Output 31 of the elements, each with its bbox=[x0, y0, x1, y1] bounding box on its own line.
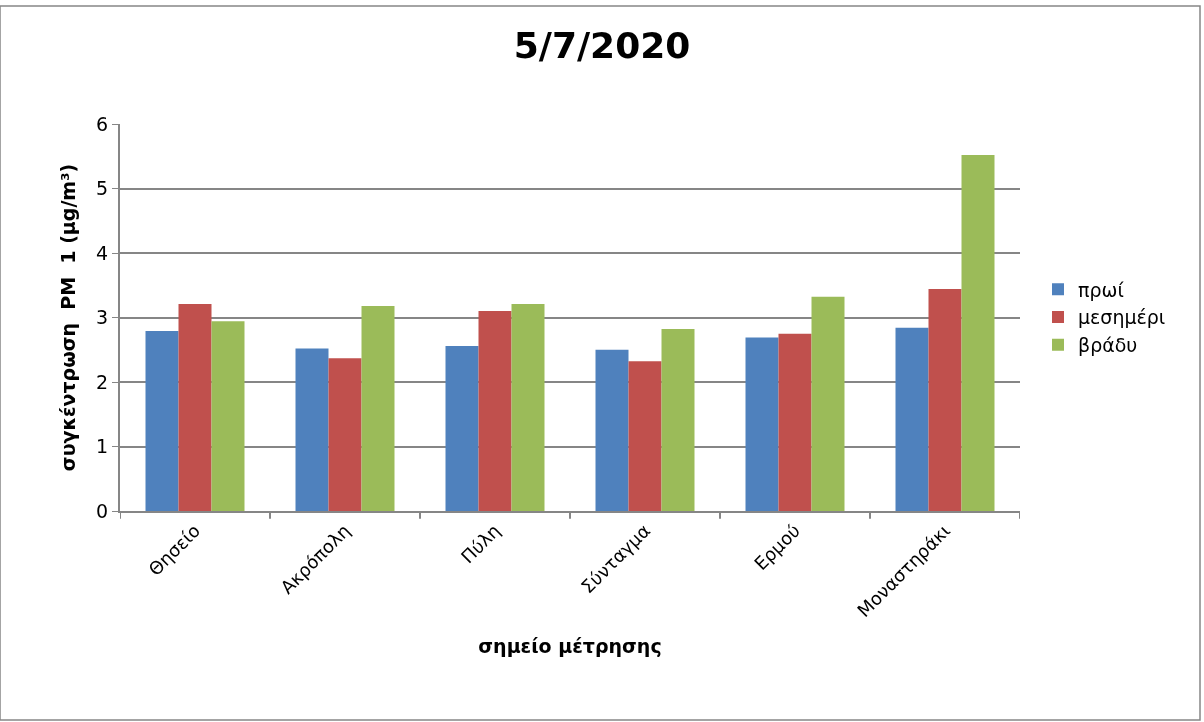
bar bbox=[745, 337, 779, 511]
bar bbox=[778, 333, 812, 511]
bar bbox=[895, 327, 929, 511]
y-tick-label: 4 bbox=[96, 241, 109, 264]
bar bbox=[295, 348, 329, 511]
y-tick-label: 5 bbox=[96, 177, 109, 200]
bar bbox=[328, 358, 362, 511]
legend-label: μεσημέρι bbox=[1078, 306, 1166, 329]
bar bbox=[178, 303, 212, 511]
y-tick-label: 3 bbox=[96, 306, 109, 329]
bar bbox=[628, 361, 662, 511]
y-tick-label: 6 bbox=[96, 112, 109, 135]
bar bbox=[445, 345, 479, 511]
y-tick-label: 1 bbox=[96, 435, 109, 458]
x-axis-title: σημείο μέτρησης bbox=[478, 635, 662, 658]
legend-label: βράδυ bbox=[1078, 334, 1138, 357]
bar bbox=[361, 305, 395, 511]
bar bbox=[661, 329, 695, 511]
bar bbox=[595, 349, 629, 511]
legend-label: πρωί bbox=[1078, 278, 1125, 301]
chart-title: 5/7/2020 bbox=[513, 24, 691, 66]
y-tick-label: 2 bbox=[96, 370, 109, 393]
bar bbox=[211, 321, 245, 511]
bar bbox=[145, 331, 179, 511]
y-tick-label: 0 bbox=[96, 499, 109, 522]
y-axis-title: συγκέντρωση PM 1 (μg/m³) bbox=[57, 163, 80, 472]
bar bbox=[961, 154, 995, 511]
bar bbox=[511, 303, 545, 511]
bar bbox=[928, 289, 962, 511]
bar bbox=[478, 311, 512, 511]
bar bbox=[811, 296, 845, 511]
